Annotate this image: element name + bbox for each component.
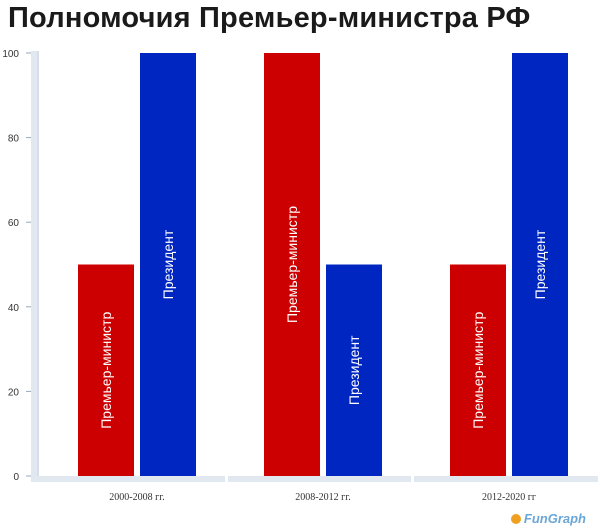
x-axis-separator	[411, 476, 414, 482]
axes	[26, 51, 598, 482]
logo-icon	[510, 514, 521, 524]
bar-series-label: Президент	[160, 229, 176, 299]
x-category-label: 2008-2012 гг.	[295, 492, 350, 503]
x-category-label: 2012-2020 гг	[482, 492, 536, 503]
bar-president	[512, 53, 568, 476]
y-tick-label: 60	[8, 218, 20, 229]
y-axis-band	[31, 51, 39, 482]
y-tick-label: 40	[8, 303, 20, 314]
bar-series-label: Премьер-министр	[98, 312, 114, 429]
x-axis-separator	[225, 476, 228, 482]
labels: 0 20 40 60 80 100 2000-2008 гг. Премьер-министр…	[2, 49, 548, 503]
bar-pm	[450, 264, 506, 476]
x-category-label: 2000-2008 гг.	[109, 492, 164, 503]
bars	[78, 53, 568, 476]
bar-president	[140, 53, 196, 476]
bar-series-label: Президент	[346, 335, 362, 405]
y-tick-label: 20	[8, 387, 20, 398]
bar-series-label: Президент	[532, 229, 548, 299]
bar-president	[326, 264, 382, 476]
y-tick-label: 0	[13, 472, 19, 483]
chart-title: Полномочия Премьер-министра РФ	[8, 2, 531, 34]
bar-pm	[78, 264, 134, 476]
watermark-logo: FunGraph	[510, 511, 586, 526]
bar-series-label: Премьер-министр	[284, 206, 300, 323]
bar-series-label: Премьер-министр	[470, 312, 486, 429]
x-axis-band	[31, 476, 598, 482]
y-tick-label: 100	[2, 49, 19, 60]
bar-pm	[264, 53, 320, 476]
watermark-text: FunGraph	[523, 511, 586, 526]
y-tick-label: 80	[8, 134, 20, 145]
